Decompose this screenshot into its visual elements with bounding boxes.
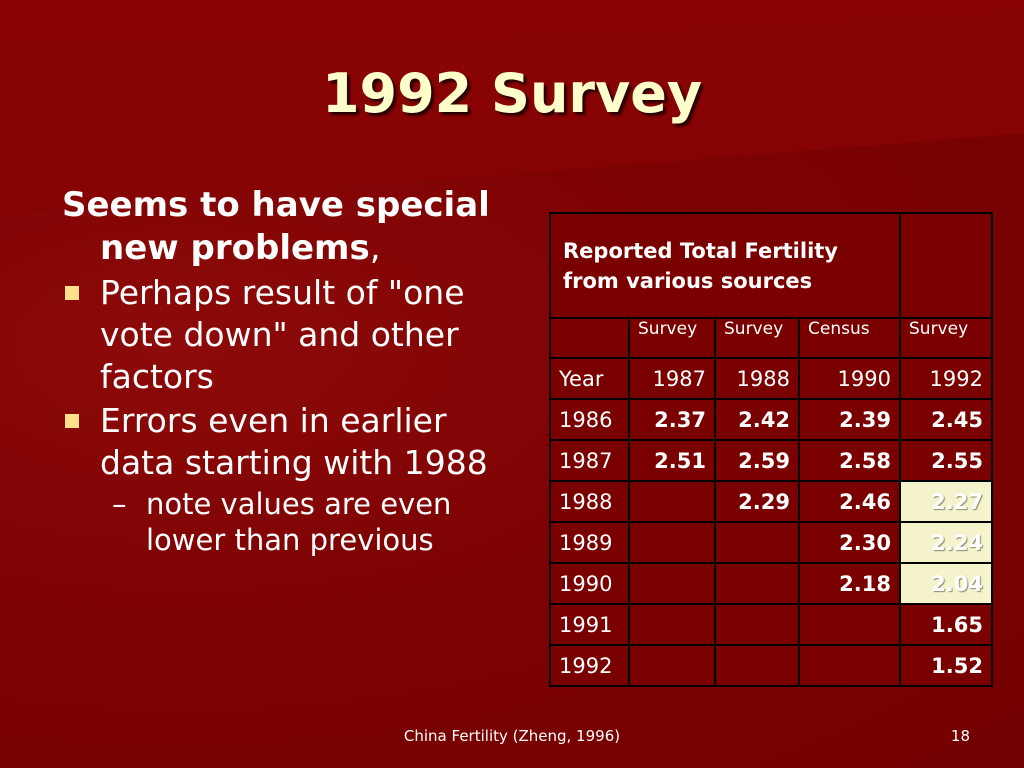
footer-citation: China Fertility (Zheng, 1996) (403, 727, 621, 745)
lead-text: Seems to have special new problems (62, 185, 490, 268)
table-row: 1986 2.37 2.42 2.39 2.45 (549, 398, 993, 441)
value-cell: 2.42 (714, 398, 800, 441)
value-cell (714, 521, 800, 564)
value-cell: 2.30 (798, 521, 901, 564)
value-cell (714, 562, 800, 605)
value-cell: 2.59 (714, 439, 800, 482)
value-cell: 2.55 (899, 439, 993, 482)
row-year-cell: 1987 (549, 439, 630, 482)
source-type-cell: Census (798, 317, 901, 359)
square-bullet-icon (65, 414, 79, 428)
highlighted-value-cell: 2.04 (899, 562, 993, 605)
slide-title: 1992 Survey (321, 62, 703, 125)
sub-bullet-item: – note values are even lower than previo… (62, 486, 522, 558)
row-year-cell: 1989 (549, 521, 630, 564)
lead-statement: Seems to have special new problems, (62, 184, 522, 270)
value-cell (798, 644, 901, 687)
value-cell (628, 603, 716, 646)
source-type-row: Survey Survey Census Survey (549, 317, 993, 359)
value-cell: 1.52 (899, 644, 993, 687)
source-type-cell: Survey (714, 317, 800, 359)
dash-bullet-icon: – (112, 487, 127, 521)
value-cell: 2.37 (628, 398, 716, 441)
table-row: 1989 2.30 2.24 (549, 521, 993, 564)
source-year-row: Year 1987 1988 1990 1992 (549, 357, 993, 400)
table-header-blank-cell (899, 212, 993, 319)
value-cell (628, 644, 716, 687)
value-cell: 2.18 (798, 562, 901, 605)
value-cell: 2.51 (628, 439, 716, 482)
value-cell (714, 644, 800, 687)
highlighted-value-cell: 2.27 (899, 480, 993, 523)
table-row: 1987 2.51 2.59 2.58 2.55 (549, 439, 993, 482)
value-cell (628, 480, 716, 523)
bullet-text: Perhaps result of "one vote down" and ot… (100, 273, 465, 396)
value-cell (628, 562, 716, 605)
table-row: 1990 2.18 2.04 (549, 562, 993, 605)
table-row: 1992 1.52 (549, 644, 993, 687)
value-cell: 2.45 (899, 398, 993, 441)
source-year-cell: 1990 (798, 357, 901, 400)
sub-bullet-text: note values are even lower than previous (146, 487, 452, 557)
row-year-cell: 1991 (549, 603, 630, 646)
source-year-cell: 1987 (628, 357, 716, 400)
fertility-table: Reported Total Fertility from various so… (549, 212, 993, 687)
source-type-blank-cell (549, 317, 630, 359)
source-year-cell: 1992 (899, 357, 993, 400)
source-year-cell: 1988 (714, 357, 800, 400)
value-cell: 2.58 (798, 439, 901, 482)
row-year-cell: 1986 (549, 398, 630, 441)
source-type-cell: Survey (899, 317, 993, 359)
page-number: 18 (950, 727, 970, 745)
row-year-cell: 1990 (549, 562, 630, 605)
highlighted-value-cell: 2.24 (899, 521, 993, 564)
table-header-title: Reported Total Fertility from various so… (549, 212, 901, 319)
table-header-row: Reported Total Fertility from various so… (549, 212, 993, 319)
table-row: 1988 2.29 2.46 2.27 (549, 480, 993, 523)
value-cell (628, 521, 716, 564)
value-cell: 2.46 (798, 480, 901, 523)
value-cell (798, 603, 901, 646)
value-cell: 2.29 (714, 480, 800, 523)
bullet-item: Perhaps result of "one vote down" and ot… (62, 272, 522, 398)
table-row: 1991 1.65 (549, 603, 993, 646)
bullet-item: Errors even in earlier data starting wit… (62, 400, 522, 484)
value-cell: 2.39 (798, 398, 901, 441)
source-type-cell: Survey (628, 317, 716, 359)
value-cell: 1.65 (899, 603, 993, 646)
square-bullet-icon (65, 286, 79, 300)
bullet-text: Errors even in earlier data starting wit… (100, 401, 488, 482)
year-label-cell: Year (549, 357, 630, 400)
value-cell (714, 603, 800, 646)
bullet-list: Seems to have special new problems, Perh… (62, 184, 522, 558)
row-year-cell: 1992 (549, 644, 630, 687)
row-year-cell: 1988 (549, 480, 630, 523)
lead-suffix: , (369, 228, 381, 268)
